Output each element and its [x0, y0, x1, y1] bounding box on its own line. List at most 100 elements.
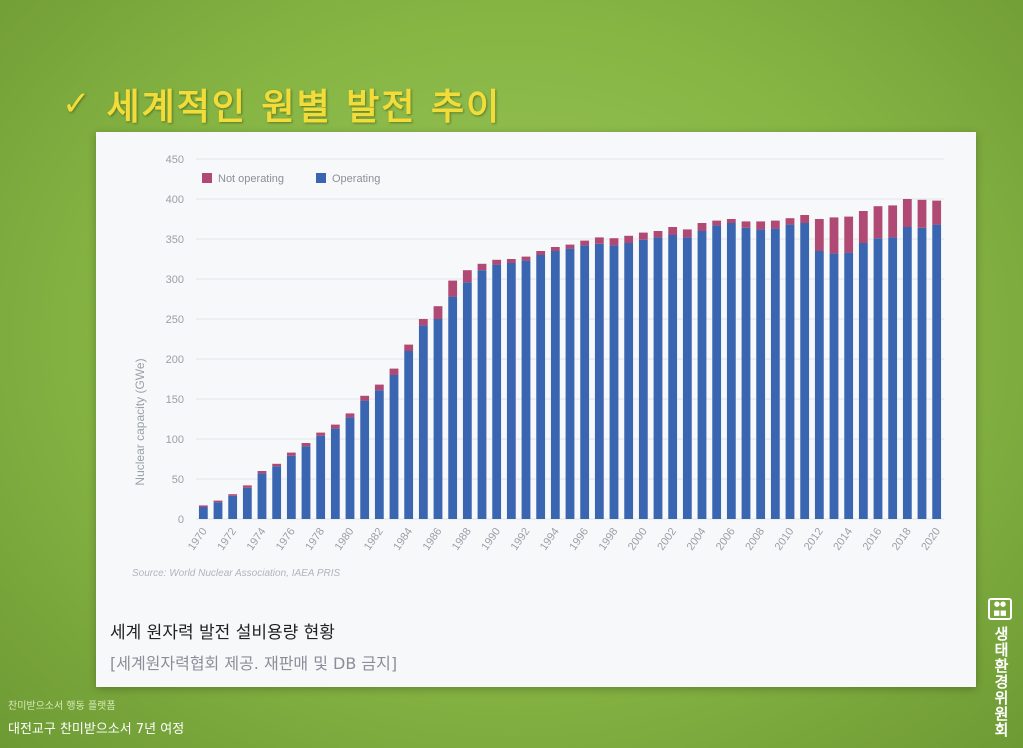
bar-not-operating-1981 [360, 395, 370, 401]
bar-not-operating-2011 [800, 215, 810, 223]
bar-operating-2016 [873, 238, 883, 519]
bar-not-operating-1987 [448, 280, 458, 297]
bar-not-operating-2016 [873, 206, 883, 239]
bar-operating-2000 [638, 239, 648, 520]
bar-not-operating-2009 [770, 220, 780, 229]
x-tick-label: 1992 [509, 526, 533, 553]
bar-operating-1986 [433, 319, 443, 519]
bar-operating-1997 [594, 243, 604, 520]
legend-swatch-not-operating [202, 173, 212, 183]
bar-operating-2018 [902, 227, 912, 519]
bar-not-operating-1984 [404, 344, 414, 351]
bar-not-operating-2010 [785, 218, 795, 225]
bar-operating-2004 [697, 231, 707, 519]
bar-not-operating-1997 [594, 237, 604, 244]
x-tick-label: 2014 [831, 526, 855, 553]
bar-operating-1998 [609, 245, 619, 519]
x-tick-label: 1982 [362, 526, 386, 553]
y-tick-label: 0 [178, 514, 184, 526]
bar-operating-1987 [448, 296, 458, 519]
bar-not-operating-2015 [858, 211, 868, 243]
bar-not-operating-1988 [462, 270, 472, 283]
bar-not-operating-1983 [389, 368, 399, 375]
x-tick-label: 1970 [186, 526, 210, 553]
bar-operating-1991 [506, 263, 516, 519]
bar-operating-1971 [213, 502, 223, 519]
bar-operating-2010 [785, 224, 795, 519]
y-tick-label: 150 [166, 394, 184, 406]
bar-not-operating-2017 [888, 205, 898, 238]
bar-operating-1994 [550, 251, 560, 519]
x-tick-label: 2000 [626, 526, 650, 553]
bar-not-operating-2002 [668, 227, 678, 235]
legend-label-not-operating: Not operating [218, 173, 284, 185]
bar-operating-1990 [492, 264, 502, 519]
y-tick-label: 50 [172, 474, 184, 486]
y-axis-label: Nuclear capacity (GWe) [133, 358, 147, 485]
bars [198, 199, 942, 520]
y-tick-label: 200 [166, 354, 184, 366]
bar-not-operating-2008 [756, 221, 766, 230]
bar-not-operating-1999 [624, 235, 634, 243]
bar-operating-1989 [477, 270, 487, 519]
bar-operating-1988 [462, 282, 472, 519]
bar-not-operating-2020 [932, 200, 942, 225]
bar-operating-2013 [829, 253, 839, 519]
bar-not-operating-1975 [272, 463, 282, 467]
y-tick-label: 450 [166, 154, 184, 166]
bar-operating-1976 [286, 455, 296, 519]
bar-not-operating-1978 [316, 432, 326, 436]
bar-not-operating-2007 [741, 221, 751, 228]
y-tick-label: 250 [166, 314, 184, 326]
bar-not-operating-1971 [213, 500, 223, 503]
bar-operating-2003 [682, 237, 692, 519]
slide-title-text: 세계적인 원별 발전 추이 [106, 87, 502, 128]
y-tick-label: 300 [166, 274, 184, 286]
bar-operating-2006 [726, 223, 736, 519]
bar-operating-2012 [814, 251, 824, 519]
bar-not-operating-2012 [814, 219, 824, 251]
bar-operating-2001 [653, 237, 663, 519]
x-tick-label: 1988 [450, 526, 474, 553]
bar-not-operating-2005 [712, 220, 722, 226]
bar-not-operating-1979 [330, 424, 340, 429]
bar-operating-1985 [418, 325, 428, 519]
caption-title: 세계 원자력 발전 설비용량 현황 [110, 623, 335, 643]
y-tick-label: 400 [166, 194, 184, 206]
chart-source: Source: World Nuclear Association, IAEA … [132, 568, 341, 579]
bar-operating-1979 [330, 428, 340, 519]
chart-panel: 0 50 100 150 200 250 300 350 400 450 1970 1972 1974… [96, 132, 976, 687]
bar-operating-1980 [345, 417, 355, 519]
bar-operating-1993 [536, 255, 546, 519]
bar-not-operating-2001 [653, 231, 663, 238]
bar-not-operating-2019 [917, 199, 927, 228]
x-tick-label: 2018 [890, 526, 914, 553]
x-tick-label: 1972 [215, 526, 239, 553]
x-tick-label: 2012 [802, 526, 826, 553]
bar-operating-2017 [888, 237, 898, 519]
bar-operating-1981 [360, 400, 370, 519]
x-tick-label: 1990 [479, 526, 503, 553]
x-tick-label: 2016 [861, 526, 885, 553]
check-icon: ✓ [62, 84, 93, 124]
capacity-chart: 0 50 100 150 200 250 300 350 400 450 1970 1972 1974… [133, 154, 944, 553]
bar-not-operating-2014 [844, 216, 854, 253]
bar-not-operating-1972 [228, 494, 238, 496]
bar-operating-1996 [580, 245, 590, 519]
bar-operating-2007 [741, 227, 751, 520]
bar-operating-1975 [272, 466, 282, 519]
y-tick-label: 350 [166, 234, 184, 246]
bar-operating-2011 [800, 223, 810, 519]
y-tick-labels: 0 50 100 150 200 250 300 350 400 450 [166, 154, 184, 526]
bar-not-operating-2004 [697, 223, 707, 231]
bar-operating-1977 [301, 446, 311, 519]
committee-logo: ●● ■■ 생태환경위원회 [988, 598, 1016, 738]
bar-not-operating-1996 [580, 240, 590, 246]
bar-not-operating-2003 [682, 229, 692, 238]
footer-journey: 대전교구 찬미받으소서 7년 여정 [8, 722, 185, 737]
x-tick-label: 1976 [274, 526, 298, 553]
bar-operating-1999 [624, 243, 634, 519]
bar-operating-2019 [917, 227, 927, 520]
bar-not-operating-1970 [198, 505, 208, 507]
bar-not-operating-1980 [345, 413, 355, 418]
